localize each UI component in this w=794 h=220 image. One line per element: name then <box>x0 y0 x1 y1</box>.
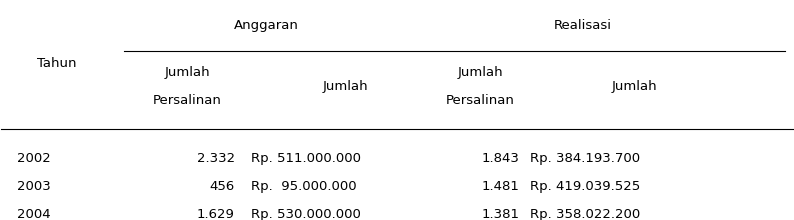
Text: Jumlah: Jumlah <box>322 80 368 94</box>
Text: 2003: 2003 <box>17 180 51 193</box>
Text: Anggaran: Anggaran <box>234 19 299 32</box>
Text: Rp. 530.000.000: Rp. 530.000.000 <box>251 208 360 220</box>
Text: 1.481: 1.481 <box>482 180 519 193</box>
Text: 2002: 2002 <box>17 152 51 165</box>
Text: 2.332: 2.332 <box>197 152 235 165</box>
Text: Rp. 358.022.200: Rp. 358.022.200 <box>530 208 640 220</box>
Text: Jumlah: Jumlah <box>611 80 657 94</box>
Text: 456: 456 <box>210 180 235 193</box>
Text: Rp. 511.000.000: Rp. 511.000.000 <box>251 152 360 165</box>
Text: Persalinan: Persalinan <box>445 94 515 107</box>
Text: Realisasi: Realisasi <box>554 19 612 32</box>
Text: Jumlah: Jumlah <box>164 66 210 79</box>
Text: Persalinan: Persalinan <box>153 94 222 107</box>
Text: Rp. 419.039.525: Rp. 419.039.525 <box>530 180 640 193</box>
Text: 1.629: 1.629 <box>197 208 235 220</box>
Text: Rp.  95.000.000: Rp. 95.000.000 <box>251 180 357 193</box>
Text: 1.843: 1.843 <box>482 152 519 165</box>
Text: Jumlah: Jumlah <box>457 66 503 79</box>
Text: Rp. 384.193.700: Rp. 384.193.700 <box>530 152 640 165</box>
Text: Tahun: Tahun <box>37 57 76 70</box>
Text: 1.381: 1.381 <box>482 208 519 220</box>
Text: 2004: 2004 <box>17 208 51 220</box>
